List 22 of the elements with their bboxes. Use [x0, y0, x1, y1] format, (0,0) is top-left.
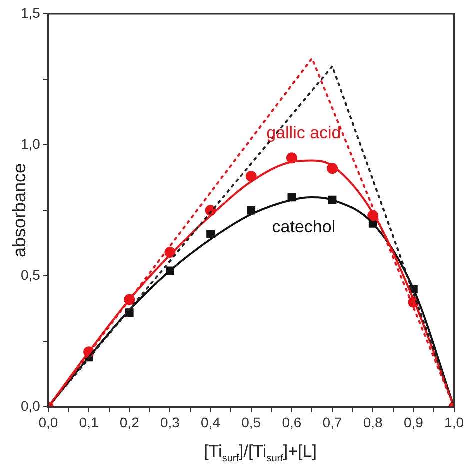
x-tick-label: 0,6 — [282, 414, 302, 430]
series-label: catechol — [272, 218, 336, 237]
x-tick-label: 0,9 — [404, 414, 424, 430]
x-tick-label: 1,0 — [444, 414, 464, 430]
y-tick-label: 0,0 — [20, 398, 41, 414]
x-tick-label: 0,2 — [120, 414, 140, 430]
point — [206, 230, 215, 238]
y-tick-label: 1,5 — [20, 4, 41, 21]
x-tick-label: 0,3 — [160, 414, 180, 430]
x-tick-label: 0,1 — [79, 414, 99, 430]
y-axis-title: absorbance — [10, 163, 30, 258]
x-axis-title: [Ti$_{surf}$]/[Ti$_{surf}$]+[L] — [203, 442, 318, 464]
x-tick-label: 0,0 — [38, 414, 58, 430]
x-tick-label: 0,8 — [363, 414, 384, 430]
x-tick-label: 0,4 — [201, 414, 221, 430]
point — [247, 206, 256, 215]
x-tick-label: 0,5 — [242, 414, 262, 430]
x-tick-label: 0,7 — [322, 414, 342, 430]
y-tick-label: 0,5 — [20, 266, 41, 283]
point — [246, 171, 257, 182]
series-label: gallic acid — [266, 123, 342, 142]
y-tick-label: 1,0 — [20, 136, 41, 152]
